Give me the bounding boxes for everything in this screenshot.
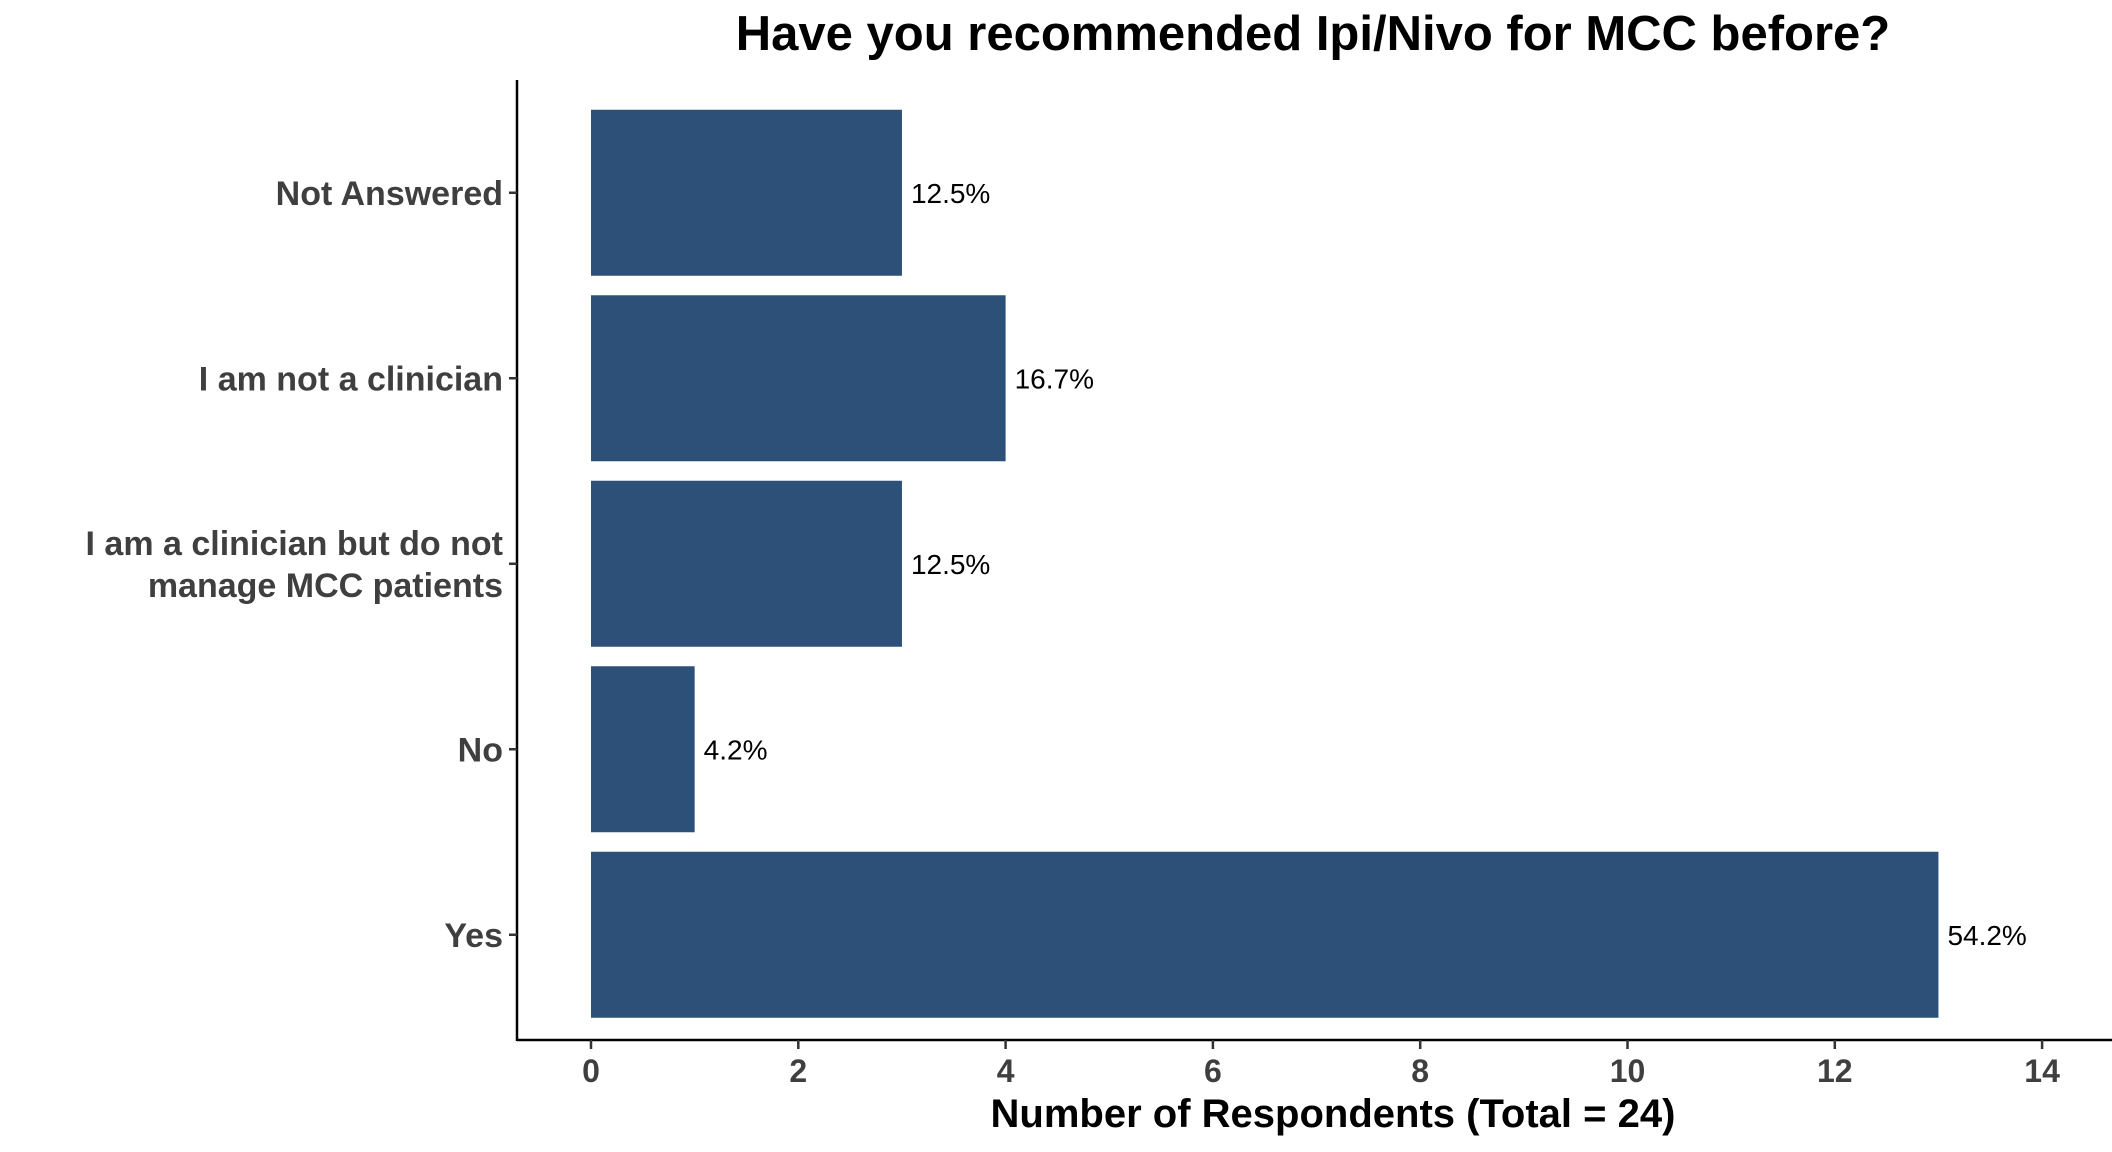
category-label-2: I am a clinician but do not manage MCC pa… xyxy=(86,525,503,605)
bar-2 xyxy=(591,480,902,647)
bar-1 xyxy=(591,295,1006,462)
data-label-4: 54.2% xyxy=(1947,920,2026,951)
x-tick-label-7: 14 xyxy=(2024,1053,2060,1089)
bars-group xyxy=(591,109,1939,1018)
x-axis: 0 2 4 6 8 10 12 14 xyxy=(517,1038,2112,1089)
bar-4 xyxy=(591,851,1939,1018)
category-label-line: I am not a clinician xyxy=(199,360,503,398)
data-label-1: 16.7% xyxy=(1015,363,1094,394)
category-label-3: No xyxy=(458,731,503,769)
data-label-3: 4.2% xyxy=(704,734,768,765)
bar-0 xyxy=(591,109,902,276)
x-tick-label-0: 0 xyxy=(582,1053,600,1089)
x-tick-label-3: 6 xyxy=(1204,1053,1222,1089)
y-axis: Not Answered I am not a clinician I am a c… xyxy=(86,80,519,1041)
data-label-2: 12.5% xyxy=(911,549,990,580)
x-axis-title: Number of Respondents (Total = 24) xyxy=(991,1092,1676,1136)
category-label-line: Not Answered xyxy=(276,175,503,213)
data-labels-group: 12.5% 16.7% 12.5% 4.2% 54.2% xyxy=(704,178,2027,951)
data-label-0: 12.5% xyxy=(911,178,990,209)
chart-title: Have you recommended Ipi/Nivo for MCC be… xyxy=(736,7,1890,61)
x-tick-label-1: 2 xyxy=(789,1053,807,1089)
category-label-line: manage MCC patients xyxy=(148,567,503,605)
bar-3 xyxy=(591,666,695,833)
category-label-0: Not Answered xyxy=(276,175,503,213)
category-label-line: Yes xyxy=(444,917,503,955)
category-label-1: I am not a clinician xyxy=(199,360,503,398)
category-label-line: I am a clinician but do not xyxy=(86,525,503,563)
x-tick-label-4: 8 xyxy=(1411,1053,1429,1089)
category-label-line: No xyxy=(458,731,503,769)
x-tick-label-5: 10 xyxy=(1610,1053,1646,1089)
x-tick-label-2: 4 xyxy=(997,1053,1015,1089)
category-label-4: Yes xyxy=(444,917,503,955)
x-tick-label-6: 12 xyxy=(1817,1053,1853,1089)
